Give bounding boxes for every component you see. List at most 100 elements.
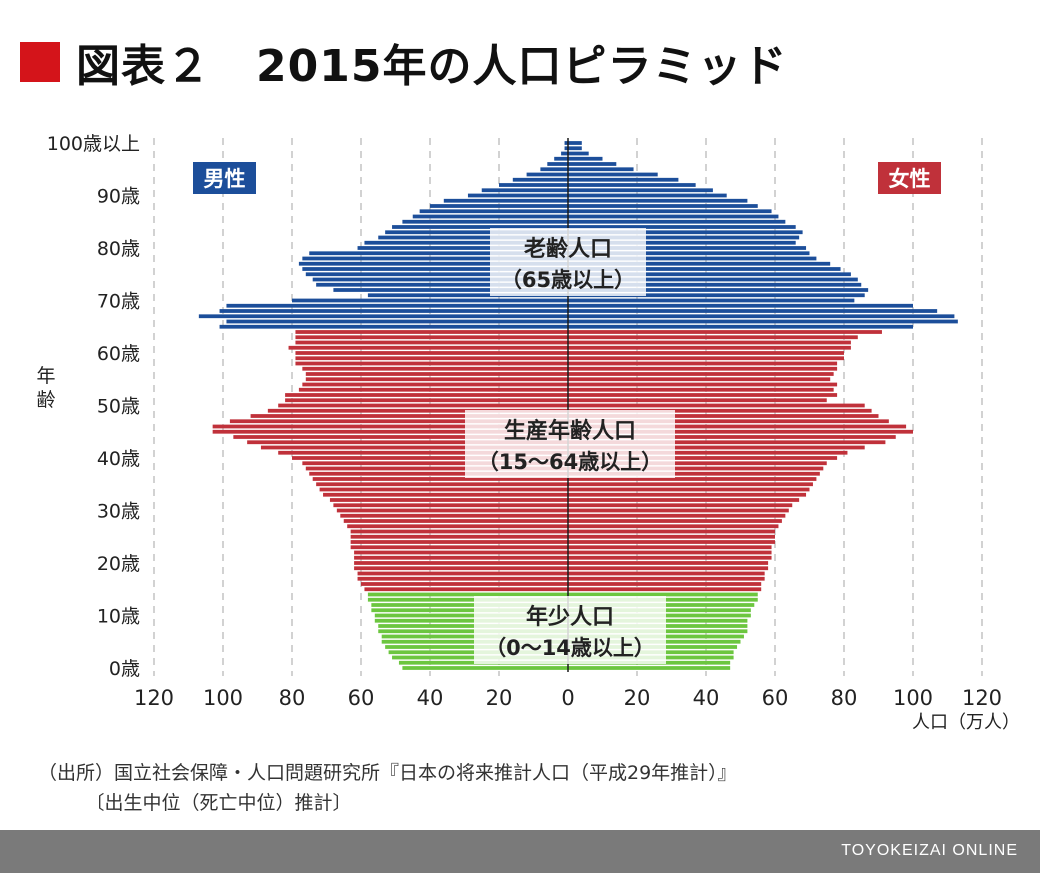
bar-female bbox=[568, 162, 617, 166]
bar-female bbox=[568, 267, 841, 271]
bar-male bbox=[212, 424, 568, 429]
bar-male bbox=[316, 282, 568, 287]
bar-female bbox=[568, 303, 913, 308]
bar-female bbox=[568, 277, 858, 282]
y-tick-label: 30歳 bbox=[97, 501, 140, 523]
y-tick-label: 60歳 bbox=[97, 343, 140, 365]
group-sublabel: （15〜64歳以上） bbox=[478, 450, 662, 474]
bar-male bbox=[309, 251, 568, 256]
bar-female bbox=[568, 414, 879, 418]
bar-female bbox=[568, 487, 810, 492]
bar-male bbox=[350, 529, 568, 534]
bar-female bbox=[568, 340, 851, 345]
bar-female bbox=[568, 582, 762, 586]
bar-female bbox=[568, 246, 807, 250]
bar-male bbox=[292, 456, 568, 460]
x-tick-label: 20 bbox=[486, 686, 513, 710]
bar-male bbox=[333, 288, 568, 292]
bar-male bbox=[378, 629, 568, 634]
bar-female bbox=[568, 177, 679, 182]
bar-male bbox=[419, 209, 568, 214]
bar-male bbox=[302, 461, 568, 466]
bar-male bbox=[309, 471, 568, 476]
bar-female bbox=[568, 529, 775, 534]
bar-male bbox=[250, 414, 568, 418]
bar-male bbox=[481, 188, 568, 193]
source-note: （出所）国立社会保障・人口問題研究所『日本の将来推計人口（平成29年推計）』 〔… bbox=[38, 758, 737, 818]
bar-female bbox=[568, 198, 748, 203]
bar-female bbox=[568, 235, 800, 240]
x-tick-label: 40 bbox=[693, 686, 720, 710]
bar-female bbox=[568, 477, 817, 481]
bar-female bbox=[568, 450, 848, 455]
bar-female bbox=[568, 435, 896, 439]
bar-female bbox=[568, 571, 765, 576]
bar-female bbox=[568, 356, 844, 361]
x-tick-label: 20 bbox=[624, 686, 651, 710]
bar-female bbox=[568, 330, 882, 334]
x-tick-label: 100 bbox=[893, 686, 933, 710]
bar-female bbox=[568, 566, 769, 571]
x-axis-label: 人口（万人） bbox=[912, 712, 1020, 733]
bar-female bbox=[568, 319, 958, 324]
bar-female bbox=[568, 141, 582, 145]
bar-female bbox=[568, 403, 865, 408]
bar-female bbox=[568, 508, 789, 513]
bar-female bbox=[568, 471, 820, 476]
bar-male bbox=[354, 561, 568, 565]
bar-male bbox=[374, 613, 568, 618]
bar-male bbox=[302, 366, 568, 371]
bar-female bbox=[568, 288, 869, 292]
bar-male bbox=[354, 566, 568, 571]
bar-female bbox=[568, 387, 834, 392]
group-sublabel: （0〜14歳以上） bbox=[485, 636, 655, 660]
legend-female-label: 女性 bbox=[889, 167, 931, 191]
legend-male-label: 男性 bbox=[204, 167, 246, 191]
bar-male bbox=[316, 482, 568, 487]
bar-male bbox=[305, 377, 568, 382]
bar-female bbox=[568, 293, 865, 298]
bar-female bbox=[568, 419, 889, 424]
bar-female bbox=[568, 461, 827, 466]
bar-female bbox=[568, 193, 727, 198]
bar-female bbox=[568, 251, 810, 256]
bar-female bbox=[568, 445, 865, 450]
bar-male bbox=[554, 156, 568, 161]
bar-male bbox=[443, 198, 568, 203]
bar-female bbox=[568, 555, 772, 560]
bar-male bbox=[212, 429, 568, 434]
bar-male bbox=[343, 519, 568, 523]
bar-male bbox=[499, 183, 568, 187]
bar-male bbox=[350, 540, 568, 544]
bar-male bbox=[295, 361, 568, 366]
bar-female bbox=[568, 351, 844, 355]
bar-male bbox=[430, 204, 568, 208]
bar-female bbox=[568, 576, 765, 581]
bar-female bbox=[568, 225, 796, 229]
x-tick-label: 120 bbox=[962, 686, 1002, 710]
population-pyramid-chart: 100歳以上 90歳 80歳 70歳 60歳 50歳 40歳 30歳 20歳 10歳 0歳 年齢 120… bbox=[36, 133, 1020, 733]
footer-bar: TOYOKEIZAI ONLINE bbox=[0, 830, 1040, 873]
bar-female bbox=[568, 240, 796, 245]
bar-female bbox=[568, 492, 807, 497]
bar-male bbox=[229, 419, 568, 424]
bar-male bbox=[350, 545, 568, 550]
legend-female-badge bbox=[878, 162, 941, 194]
bar-male bbox=[547, 162, 568, 166]
bar-female bbox=[568, 519, 782, 523]
bar-male bbox=[402, 666, 568, 670]
bar-male bbox=[361, 582, 568, 586]
bar-male bbox=[350, 534, 568, 539]
bar-female bbox=[568, 482, 813, 487]
bar-male bbox=[312, 477, 568, 481]
bar-female bbox=[568, 188, 713, 193]
bar-female bbox=[568, 261, 831, 266]
bar-male bbox=[371, 603, 568, 607]
bar-male bbox=[467, 193, 568, 198]
bar-male bbox=[219, 324, 569, 329]
bar-female bbox=[568, 429, 913, 434]
bar-male bbox=[378, 624, 568, 628]
y-tick-label: 10歳 bbox=[97, 606, 140, 628]
bar-female bbox=[568, 156, 603, 161]
bar-female bbox=[568, 550, 772, 555]
